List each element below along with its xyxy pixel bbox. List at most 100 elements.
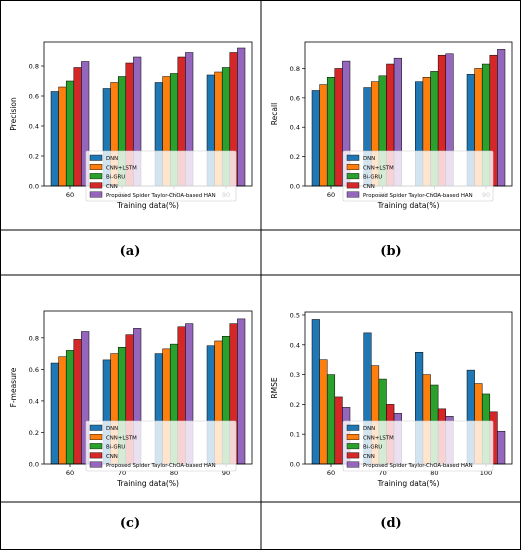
legend-label-cnn-lstm: CNN+LSTM — [363, 435, 394, 441]
legend-swatch-cnn-lstm — [346, 163, 360, 170]
y-tick-label: 0.3 — [290, 371, 300, 379]
y-tick-label: 0.0 — [29, 183, 39, 191]
legend-swatch-dnn — [346, 154, 360, 161]
legend-swatch-cnn-lstm — [89, 433, 103, 440]
bar-proposed-spider-taylor-choa-based-han-90 — [497, 49, 506, 187]
legend-label-dnn: DNN — [106, 426, 118, 432]
bar-bi-gru-60 — [326, 77, 336, 187]
legend-swatch-cnn — [89, 452, 103, 459]
bar-proposed-spider-taylor-choa-based-han-100 — [497, 430, 506, 465]
bar-proposed-spider-taylor-choa-based-han-90 — [237, 47, 246, 187]
y-axis-label: Recall — [270, 103, 279, 125]
legend-label-cnn: CNN — [106, 184, 118, 190]
legend-box — [85, 150, 237, 202]
y-tick-label: 0.4 — [29, 123, 39, 131]
bar-cnn-60 — [73, 67, 82, 187]
y-tick-label: 0.0 — [290, 183, 300, 191]
y-tick-label: 0.6 — [290, 94, 300, 102]
legend-swatch-proposed-spider-taylor-choa-based-han — [346, 461, 360, 468]
bar-dnn-60 — [311, 90, 320, 187]
x-tick-label: 80 — [430, 469, 438, 477]
legend-label-cnn: CNN — [363, 454, 375, 460]
y-tick-label: 0.8 — [29, 63, 39, 71]
caption-a: (a) — [119, 244, 141, 259]
caption-b: (b) — [380, 244, 402, 259]
legend-swatch-dnn — [89, 154, 103, 161]
legend-label-cnn: CNN — [106, 454, 118, 460]
legend-swatch-proposed-spider-taylor-choa-based-han — [346, 191, 360, 198]
y-tick-label: 0.2 — [29, 153, 39, 161]
legend-swatch-dnn — [346, 424, 360, 431]
x-tick-label: 60 — [327, 191, 335, 199]
x-tick-label: 90 — [222, 469, 230, 477]
y-tick-label: 0.4 — [29, 397, 39, 405]
x-axis-label: Training data(%) — [377, 479, 440, 488]
legend-swatch-dnn — [89, 424, 103, 431]
legend-label-proposed-spider-taylor-choa-based-han: Proposed Spider Taylor-ChOA-based HAN — [106, 193, 216, 199]
legend-box — [342, 420, 494, 472]
rmse-chart: 0.0 0.1 0.2 0.3 0.4 0.5 60 70 80 100 Training data… — [270, 311, 513, 488]
bar-dnn-60 — [50, 91, 59, 187]
caption-d: (d) — [380, 516, 402, 531]
x-tick-label: 60 — [66, 469, 74, 477]
y-tick-label: 0.8 — [290, 65, 300, 73]
x-tick-label: 60 — [327, 469, 335, 477]
legend-label-dnn: DNN — [363, 426, 375, 432]
y-tick-label: 0.1 — [290, 431, 300, 439]
bar-cnn-lstm-60 — [58, 356, 67, 465]
y-tick-label: 0.0 — [290, 461, 300, 469]
legend-swatch-bi-gru — [346, 173, 360, 180]
legend-swatch-proposed-spider-taylor-choa-based-han — [89, 191, 103, 198]
y-tick-label: 0.6 — [29, 366, 39, 374]
f-measure-chart: 0.0 0.2 0.4 0.6 0.8 60 70 80 90 Training data(%) F… — [9, 310, 253, 488]
x-axis-label: Training data(%) — [377, 201, 440, 210]
x-tick-label: 70 — [118, 469, 126, 477]
bar-cnn-lstm-60 — [319, 359, 328, 465]
x-axis-label: Training data(%) — [116, 201, 179, 210]
bar-cnn-lstm-60 — [319, 84, 328, 187]
bar-bi-gru-60 — [326, 374, 336, 465]
x-tick-label: 70 — [379, 469, 387, 477]
y-axis-label: RMSE — [270, 377, 279, 398]
y-tick-label: 0.4 — [290, 124, 300, 132]
y-axis-label: Precision — [9, 97, 18, 131]
legend-label-dnn: DNN — [106, 156, 118, 162]
bar-bi-gru-60 — [65, 350, 75, 465]
legend-swatch-bi-gru — [89, 173, 103, 180]
y-tick-label: 0.0 — [29, 461, 39, 469]
y-tick-label: 0.5 — [290, 311, 300, 319]
x-tick-label: 100 — [480, 469, 492, 477]
bar-cnn-60 — [334, 396, 343, 465]
y-tick-label: 0.2 — [290, 153, 300, 161]
legend-label-bi-gru: Bi-GRU — [363, 175, 382, 181]
y-tick-label: 0.8 — [29, 334, 39, 342]
legend-label-bi-gru: Bi-GRU — [106, 175, 125, 181]
bar-cnn-lstm-60 — [58, 86, 67, 187]
legend-label-cnn-lstm: CNN+LSTM — [106, 165, 137, 171]
legend-label-dnn: DNN — [363, 156, 375, 162]
legend-label-bi-gru: Bi-GRU — [106, 445, 125, 451]
y-tick-label: 0.6 — [29, 93, 39, 101]
legend-swatch-cnn — [89, 182, 103, 189]
legend-label-proposed-spider-taylor-choa-based-han: Proposed Spider Taylor-ChOA-based HAN — [363, 193, 473, 199]
legend-box — [342, 150, 494, 202]
x-tick-label: 60 — [66, 191, 74, 199]
legend-box — [85, 420, 237, 472]
y-tick-label: 0.2 — [29, 429, 39, 437]
y-tick-label: 0.4 — [290, 341, 300, 349]
y-axis-label: F-measure — [9, 367, 18, 407]
legend-swatch-bi-gru — [89, 443, 103, 450]
bar-cnn-60 — [73, 339, 82, 465]
caption-c: (c) — [119, 516, 141, 531]
legend-swatch-cnn-lstm — [346, 433, 360, 440]
legend-label-cnn-lstm: CNN+LSTM — [106, 435, 137, 441]
bar-cnn-60 — [334, 68, 343, 187]
y-tick-label: 0.2 — [290, 401, 300, 409]
legend-swatch-cnn — [346, 182, 360, 189]
legend-swatch-cnn — [346, 452, 360, 459]
legend-label-proposed-spider-taylor-choa-based-han: Proposed Spider Taylor-ChOA-based HAN — [363, 463, 473, 469]
legend-label-cnn-lstm: CNN+LSTM — [363, 165, 394, 171]
bar-dnn-60 — [311, 319, 320, 465]
